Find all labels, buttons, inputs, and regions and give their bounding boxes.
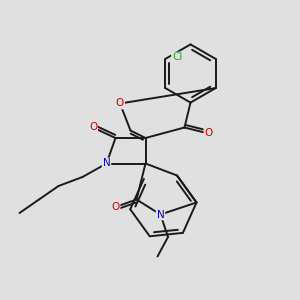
Text: N: N bbox=[103, 158, 110, 169]
Text: O: O bbox=[89, 122, 97, 133]
Text: O: O bbox=[111, 202, 120, 212]
Text: N: N bbox=[157, 209, 164, 220]
Text: O: O bbox=[116, 98, 124, 109]
Text: O: O bbox=[204, 128, 213, 139]
Text: Cl: Cl bbox=[172, 52, 182, 62]
